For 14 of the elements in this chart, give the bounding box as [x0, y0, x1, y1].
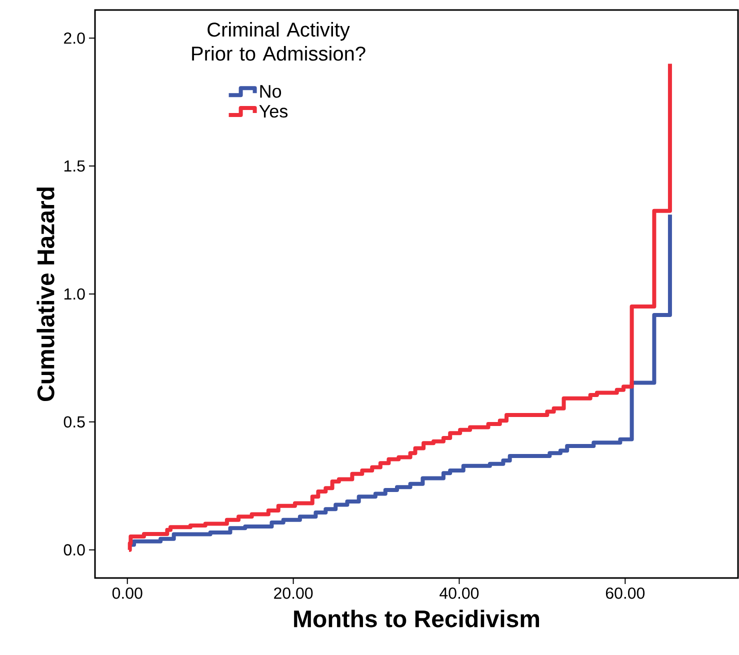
- y-axis-title: Cumulative Hazard: [36, 188, 54, 402]
- x-tick-label: 60.00: [606, 588, 645, 599]
- legend-title: Criminal Activity Prior to Admission?: [192, 22, 366, 61]
- x-tick-label: 20.00: [274, 588, 313, 599]
- x-tick-label: 40.00: [440, 588, 479, 599]
- x-tick-label: 0.00: [112, 588, 142, 599]
- y-tick-label: 0.5: [64, 416, 85, 428]
- y-tick-label: 2.0: [64, 32, 85, 44]
- legend-label: No: [260, 85, 282, 98]
- x-axis-title: Months to Recidivism: [294, 610, 540, 628]
- y-tick-label: 1.5: [64, 160, 85, 172]
- y-tick-label: 0.0: [64, 544, 85, 556]
- legend-label: Yes: [259, 105, 288, 118]
- y-tick-label: 1.0: [64, 288, 85, 300]
